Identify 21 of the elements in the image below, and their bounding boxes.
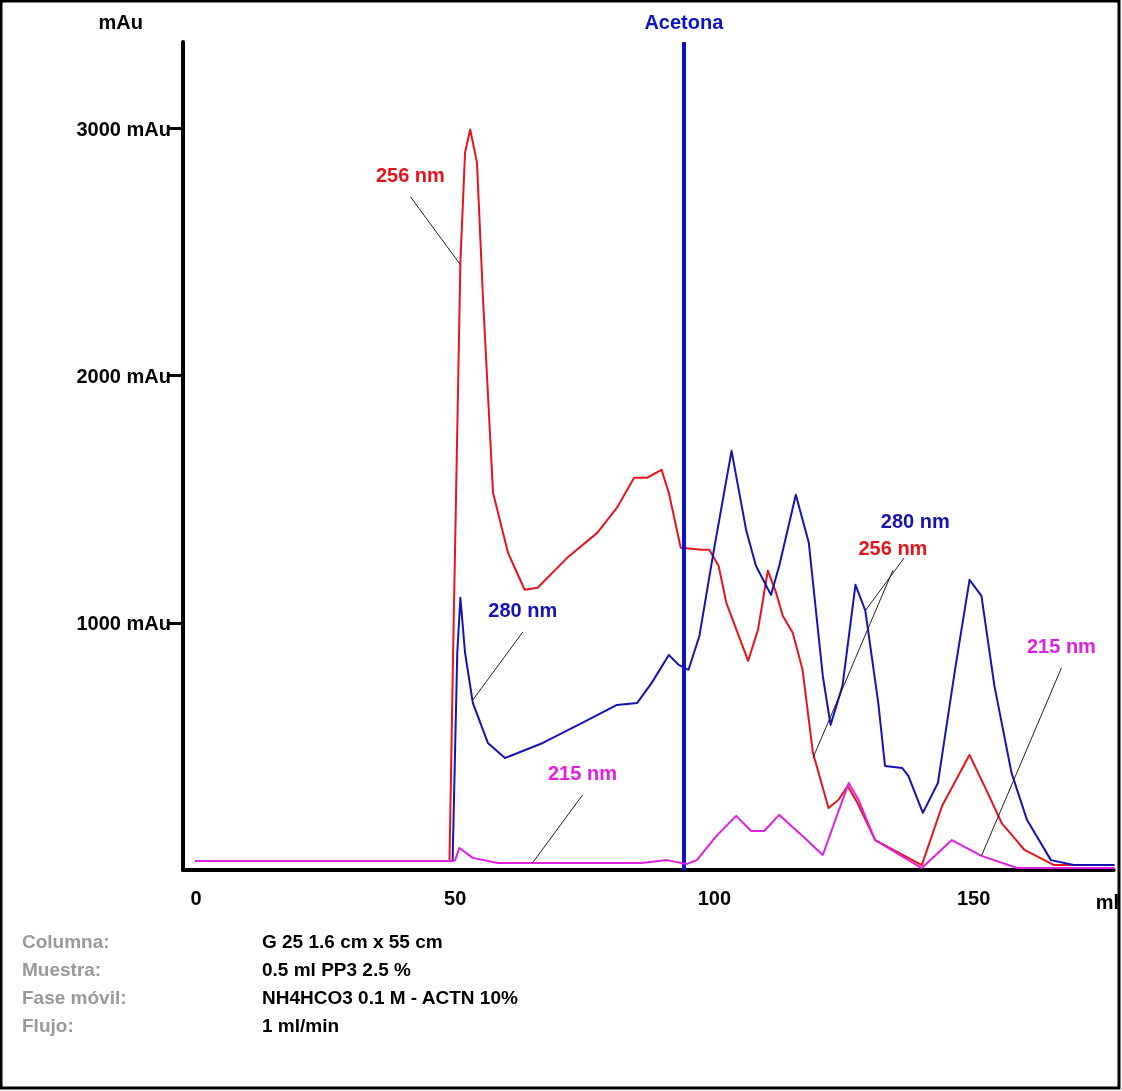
text: Columna: G 25 1.6 cm x 55 cm bbox=[22, 931, 443, 952]
annotation: 215 nm bbox=[547, 762, 617, 785]
x-tick-label: 100 bbox=[697, 887, 732, 909]
y-tick-label: 3000 mAu bbox=[76, 117, 171, 140]
y-tick-label: 1000 mAu bbox=[76, 611, 171, 634]
x-tick-label: 150 bbox=[956, 887, 991, 909]
y-axis-title: mAu bbox=[98, 11, 143, 33]
annotation: 280 nm bbox=[488, 598, 558, 621]
annotation: 256 nm bbox=[375, 163, 445, 186]
y-tick-label: 2000 mAu bbox=[76, 364, 171, 387]
annotation: 215 nm bbox=[1026, 634, 1096, 657]
x-axis-title: ml bbox=[1095, 891, 1119, 913]
ref-line-label: Acetona bbox=[644, 11, 725, 33]
text: Flujo: 1 ml/min bbox=[22, 1015, 340, 1036]
text: Muestra: 0.5 ml PP3 2.5 % bbox=[22, 959, 411, 980]
line-series bbox=[194, 782, 1115, 870]
annotation: 256 nm bbox=[858, 537, 928, 560]
annotation: 280 nm bbox=[880, 509, 950, 532]
x-tick-label: 50 bbox=[444, 887, 467, 909]
text: Fase móvil: NH4HCO3 0.1 M - ACTN 10% bbox=[22, 987, 518, 1008]
x-tick-label: 0 bbox=[190, 887, 202, 909]
